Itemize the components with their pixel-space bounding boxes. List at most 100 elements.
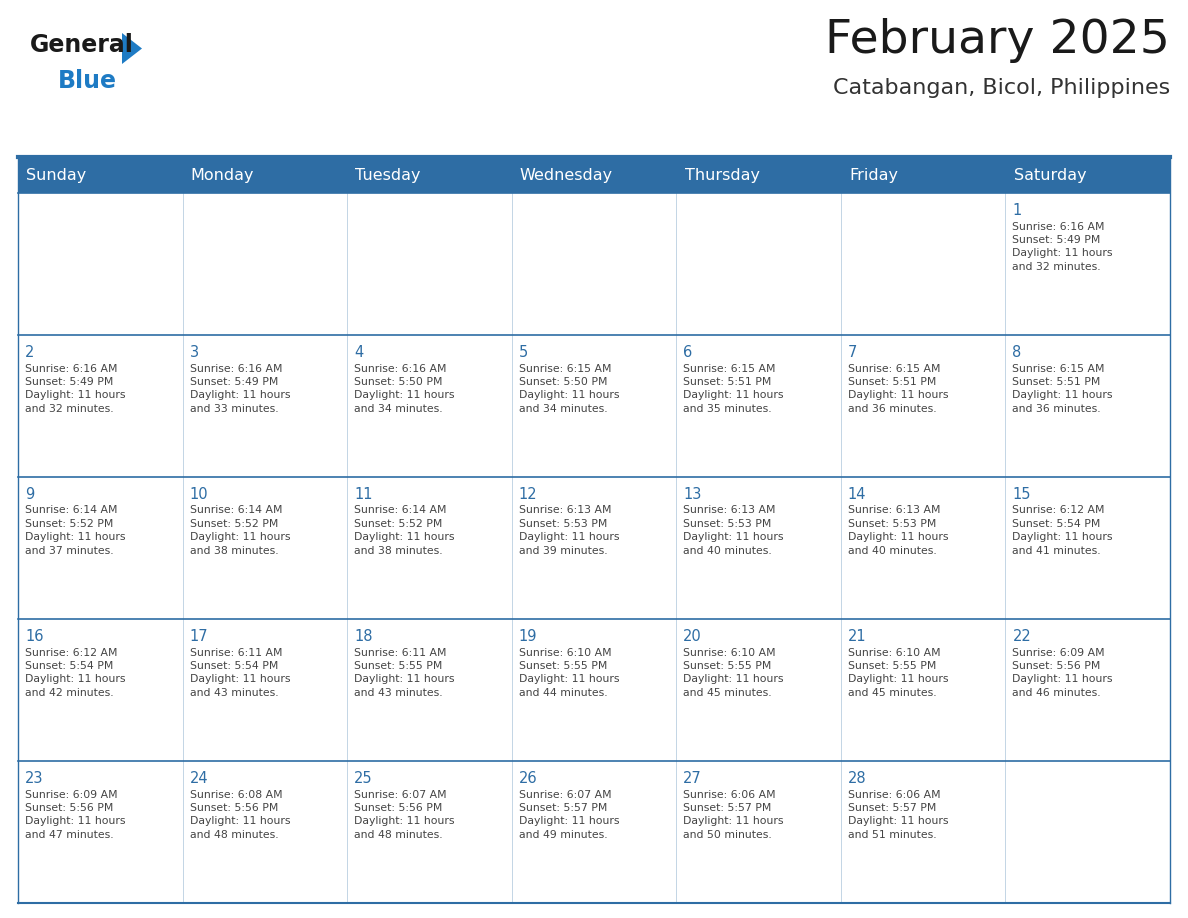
Text: and 37 minutes.: and 37 minutes.: [25, 546, 114, 556]
Text: Sunset: 5:56 PM: Sunset: 5:56 PM: [190, 803, 278, 813]
Bar: [18, 761, 183, 903]
Text: Sunrise: 6:16 AM: Sunrise: 6:16 AM: [190, 364, 282, 374]
Text: 21: 21: [848, 629, 866, 644]
Text: Sunset: 5:49 PM: Sunset: 5:49 PM: [1012, 235, 1101, 245]
Bar: [18, 335, 183, 477]
Bar: [347, 193, 512, 335]
Text: and 36 minutes.: and 36 minutes.: [1012, 404, 1101, 414]
Text: 6: 6: [683, 345, 693, 360]
Text: 23: 23: [25, 771, 44, 786]
Text: Sunset: 5:55 PM: Sunset: 5:55 PM: [354, 661, 442, 671]
Text: Sunset: 5:53 PM: Sunset: 5:53 PM: [519, 519, 607, 529]
Text: Daylight: 11 hours: Daylight: 11 hours: [848, 390, 948, 400]
Text: Sunrise: 6:06 AM: Sunrise: 6:06 AM: [683, 789, 776, 800]
Text: Daylight: 11 hours: Daylight: 11 hours: [25, 390, 126, 400]
Text: and 44 minutes.: and 44 minutes.: [519, 688, 607, 698]
Text: 1: 1: [1012, 203, 1022, 218]
Text: Daylight: 11 hours: Daylight: 11 hours: [190, 675, 290, 685]
Text: Sunset: 5:52 PM: Sunset: 5:52 PM: [354, 519, 442, 529]
Text: Sunrise: 6:14 AM: Sunrise: 6:14 AM: [190, 506, 282, 516]
Bar: [1005, 193, 1170, 335]
Text: Sunset: 5:51 PM: Sunset: 5:51 PM: [848, 377, 936, 387]
Text: 5: 5: [519, 345, 527, 360]
Text: Sunset: 5:57 PM: Sunset: 5:57 PM: [848, 803, 936, 813]
Text: and 38 minutes.: and 38 minutes.: [354, 546, 443, 556]
Text: Daylight: 11 hours: Daylight: 11 hours: [848, 532, 948, 543]
Bar: [841, 477, 1005, 619]
Text: Daylight: 11 hours: Daylight: 11 hours: [354, 390, 455, 400]
Text: Sunset: 5:54 PM: Sunset: 5:54 PM: [190, 661, 278, 671]
Bar: [841, 761, 1005, 903]
Bar: [841, 193, 1005, 335]
Text: 15: 15: [1012, 487, 1031, 502]
Bar: [676, 157, 841, 193]
Text: Blue: Blue: [58, 69, 116, 93]
Text: Daylight: 11 hours: Daylight: 11 hours: [354, 532, 455, 543]
Text: Sunrise: 6:15 AM: Sunrise: 6:15 AM: [683, 364, 776, 374]
Text: Sunset: 5:56 PM: Sunset: 5:56 PM: [1012, 661, 1101, 671]
Bar: [347, 477, 512, 619]
Text: Daylight: 11 hours: Daylight: 11 hours: [683, 675, 784, 685]
Text: Daylight: 11 hours: Daylight: 11 hours: [354, 816, 455, 826]
Text: Sunset: 5:54 PM: Sunset: 5:54 PM: [1012, 519, 1101, 529]
Text: Sunrise: 6:10 AM: Sunrise: 6:10 AM: [683, 647, 776, 657]
Text: Sunset: 5:51 PM: Sunset: 5:51 PM: [683, 377, 772, 387]
Text: Daylight: 11 hours: Daylight: 11 hours: [25, 675, 126, 685]
Text: 20: 20: [683, 629, 702, 644]
Text: Sunrise: 6:10 AM: Sunrise: 6:10 AM: [519, 647, 612, 657]
Text: Sunset: 5:52 PM: Sunset: 5:52 PM: [25, 519, 113, 529]
Bar: [18, 193, 183, 335]
Text: 24: 24: [190, 771, 208, 786]
Text: Sunset: 5:52 PM: Sunset: 5:52 PM: [190, 519, 278, 529]
Text: Sunrise: 6:15 AM: Sunrise: 6:15 AM: [1012, 364, 1105, 374]
Text: Sunset: 5:55 PM: Sunset: 5:55 PM: [519, 661, 607, 671]
Text: and 40 minutes.: and 40 minutes.: [683, 546, 772, 556]
Text: Daylight: 11 hours: Daylight: 11 hours: [1012, 532, 1113, 543]
Text: Sunrise: 6:10 AM: Sunrise: 6:10 AM: [848, 647, 941, 657]
Text: 26: 26: [519, 771, 537, 786]
Text: 9: 9: [25, 487, 34, 502]
Text: Daylight: 11 hours: Daylight: 11 hours: [190, 816, 290, 826]
Text: and 38 minutes.: and 38 minutes.: [190, 546, 278, 556]
Text: Sunset: 5:56 PM: Sunset: 5:56 PM: [25, 803, 113, 813]
Text: Daylight: 11 hours: Daylight: 11 hours: [519, 390, 619, 400]
Text: Sunrise: 6:16 AM: Sunrise: 6:16 AM: [354, 364, 447, 374]
Text: Sunset: 5:57 PM: Sunset: 5:57 PM: [519, 803, 607, 813]
Bar: [512, 157, 676, 193]
Text: Sunset: 5:55 PM: Sunset: 5:55 PM: [683, 661, 772, 671]
Bar: [512, 335, 676, 477]
Text: Daylight: 11 hours: Daylight: 11 hours: [190, 532, 290, 543]
Text: Sunrise: 6:14 AM: Sunrise: 6:14 AM: [354, 506, 447, 516]
Text: Daylight: 11 hours: Daylight: 11 hours: [848, 816, 948, 826]
Bar: [347, 157, 512, 193]
Text: Daylight: 11 hours: Daylight: 11 hours: [25, 816, 126, 826]
Text: Tuesday: Tuesday: [355, 167, 421, 183]
Text: 14: 14: [848, 487, 866, 502]
Text: Sunrise: 6:13 AM: Sunrise: 6:13 AM: [848, 506, 941, 516]
Text: Sunrise: 6:15 AM: Sunrise: 6:15 AM: [848, 364, 941, 374]
Text: Daylight: 11 hours: Daylight: 11 hours: [519, 816, 619, 826]
Text: 13: 13: [683, 487, 702, 502]
Text: 2: 2: [25, 345, 34, 360]
Text: Daylight: 11 hours: Daylight: 11 hours: [683, 532, 784, 543]
Text: Sunset: 5:49 PM: Sunset: 5:49 PM: [190, 377, 278, 387]
Text: Daylight: 11 hours: Daylight: 11 hours: [25, 532, 126, 543]
Bar: [841, 335, 1005, 477]
Bar: [676, 619, 841, 761]
Bar: [676, 477, 841, 619]
Text: Sunset: 5:49 PM: Sunset: 5:49 PM: [25, 377, 113, 387]
Text: and 36 minutes.: and 36 minutes.: [848, 404, 936, 414]
Bar: [676, 193, 841, 335]
Text: and 43 minutes.: and 43 minutes.: [190, 688, 278, 698]
Bar: [1005, 761, 1170, 903]
Text: 22: 22: [1012, 629, 1031, 644]
Text: Sunset: 5:54 PM: Sunset: 5:54 PM: [25, 661, 113, 671]
Bar: [676, 761, 841, 903]
Text: Sunrise: 6:07 AM: Sunrise: 6:07 AM: [354, 789, 447, 800]
Bar: [512, 619, 676, 761]
Text: Sunrise: 6:12 AM: Sunrise: 6:12 AM: [25, 647, 118, 657]
Text: Sunset: 5:53 PM: Sunset: 5:53 PM: [848, 519, 936, 529]
Text: and 40 minutes.: and 40 minutes.: [848, 546, 936, 556]
Text: 19: 19: [519, 629, 537, 644]
Bar: [512, 193, 676, 335]
